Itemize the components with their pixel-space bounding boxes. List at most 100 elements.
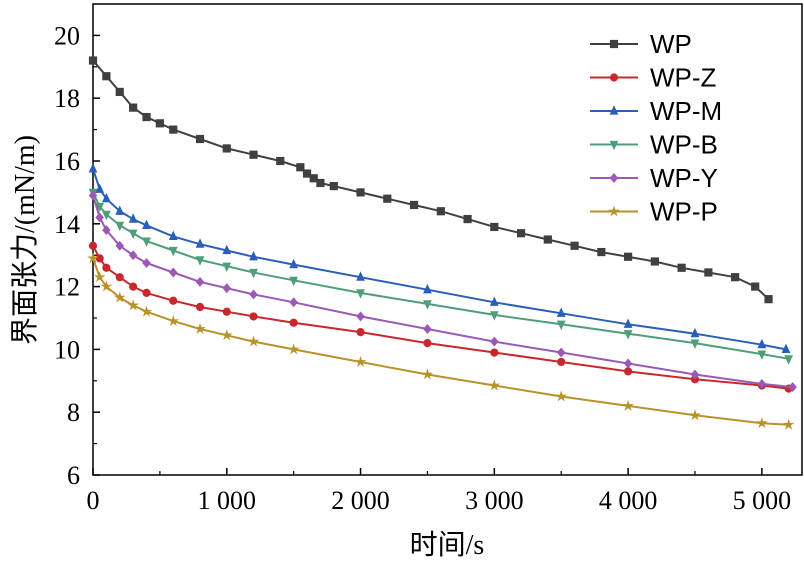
legend-marker (609, 173, 619, 183)
series-wp-p (87, 252, 795, 430)
data-point (289, 258, 299, 269)
data-point (781, 343, 791, 353)
data-point (88, 190, 98, 201)
y-tick-label: 18 (54, 84, 80, 113)
data-point (650, 257, 659, 266)
data-point (115, 205, 125, 215)
data-point (784, 355, 794, 365)
x-axis-label: 时间/s (410, 529, 485, 561)
series-wp (88, 56, 773, 304)
data-point (757, 378, 767, 389)
data-point (356, 271, 365, 281)
data-point (356, 328, 365, 337)
legend-marker (609, 105, 619, 115)
x-tick-label: 5 000 (733, 486, 792, 515)
data-point (489, 311, 499, 321)
data-point (757, 350, 767, 360)
data-point (757, 338, 767, 349)
data-point (195, 256, 205, 266)
data-point (168, 230, 178, 240)
plot-frame (92, 3, 803, 476)
data-point (247, 335, 260, 347)
legend-item: WP (590, 29, 692, 59)
y-tick-label: 14 (54, 210, 80, 239)
data-point (276, 156, 285, 166)
data-point (490, 222, 499, 232)
data-point (169, 296, 178, 305)
data-point (731, 273, 740, 282)
data-point (168, 246, 178, 257)
data-point (316, 178, 325, 188)
legend-label: WP-M (650, 96, 722, 126)
data-point (95, 183, 105, 193)
data-point (249, 289, 258, 300)
data-point (222, 244, 232, 255)
legend-item: WP-Z (590, 63, 717, 93)
data-point (195, 302, 205, 312)
legend-label: WP-B (650, 130, 718, 160)
data-point (556, 320, 566, 331)
data-point (489, 296, 499, 306)
data-point (302, 169, 312, 178)
legend: WP WP-ZWP-M WP-BWP-Y WP-P (590, 29, 722, 227)
data-point (249, 150, 258, 159)
data-point (194, 322, 206, 334)
legend-marker (609, 140, 619, 151)
data-point (249, 312, 258, 321)
data-point (195, 276, 205, 287)
data-point (222, 283, 232, 294)
data-point (463, 214, 472, 224)
data-point (102, 225, 111, 236)
legend-label: WP-Z (650, 63, 717, 93)
data-point (167, 315, 180, 327)
series-wp-y (88, 190, 797, 393)
data-point (289, 318, 298, 327)
data-point (93, 271, 106, 283)
data-point (195, 134, 205, 144)
data-point (690, 339, 700, 349)
data-point (142, 237, 151, 247)
data-point (597, 247, 606, 257)
x-axis: 0 1 000 2 000 3 000 4 000 5 000 (87, 468, 792, 515)
data-point (423, 300, 432, 310)
data-point (222, 262, 232, 272)
y-tick-label: 12 (54, 273, 80, 302)
data-point (88, 241, 98, 250)
data-point (101, 192, 111, 203)
data-point (222, 307, 231, 316)
data-point (556, 347, 566, 358)
data-point (690, 369, 700, 380)
data-point (169, 125, 178, 134)
series-wp-z (88, 241, 793, 393)
data-point (102, 263, 111, 272)
legend-label: WP (650, 29, 692, 59)
data-point (543, 235, 552, 244)
data-point (570, 241, 579, 250)
data-point (623, 318, 633, 328)
data-point (222, 144, 231, 153)
data-point (421, 368, 434, 380)
data-point (289, 276, 299, 287)
data-point (127, 299, 139, 311)
data-point (516, 229, 526, 238)
y-tick-label: 20 (54, 21, 80, 50)
data-point (142, 288, 151, 297)
series-layer (87, 56, 797, 430)
data-point (95, 212, 104, 223)
legend-marker (609, 39, 619, 49)
data-point (383, 194, 392, 203)
data-point (756, 417, 768, 429)
data-point (115, 87, 124, 97)
data-point (354, 355, 367, 367)
legend-item: WP-Y (590, 163, 718, 193)
data-point (142, 258, 151, 269)
y-axis: 6 8 10 12 14 16 18 20 (54, 21, 100, 490)
data-point (128, 229, 138, 240)
data-point (115, 240, 125, 251)
data-point (289, 297, 298, 308)
legend-item: WP-B (590, 130, 718, 160)
data-point (555, 390, 568, 402)
data-point (309, 174, 318, 183)
legend-item: WP-M (590, 96, 722, 126)
data-point (490, 336, 499, 347)
